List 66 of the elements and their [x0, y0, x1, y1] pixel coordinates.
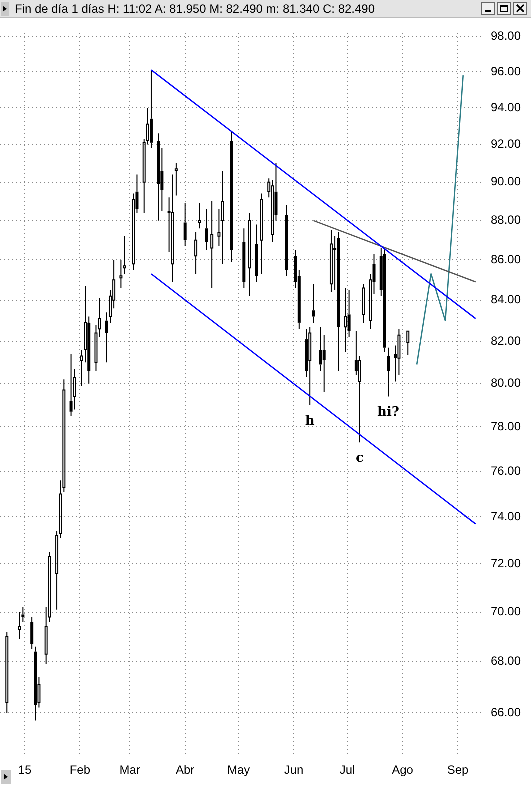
- candlestick: [312, 284, 316, 324]
- candlestick: [34, 646, 38, 722]
- candlestick: [157, 133, 160, 222]
- candlestick: [184, 202, 187, 247]
- candlestick: [260, 193, 264, 275]
- candlestick: [406, 330, 410, 356]
- x-tick-label: 15: [18, 763, 32, 778]
- candlestick: [221, 170, 224, 265]
- candlestick: [123, 236, 126, 275]
- x-tick-label: Abr: [176, 763, 195, 778]
- y-tick-label: 86.00: [490, 252, 522, 266]
- y-tick-label: 84.00: [490, 292, 522, 307]
- y-tick-label: 74.00: [490, 510, 522, 524]
- candlestick: [30, 616, 34, 650]
- y-tick-label: 70.00: [490, 604, 522, 619]
- x-tick-label: Jun: [284, 763, 304, 778]
- annotation: h: [305, 414, 316, 429]
- candlestick: [70, 354, 73, 417]
- y-tick-label: 80.00: [490, 376, 522, 390]
- candlestick: [322, 334, 326, 393]
- candlestick: [218, 208, 221, 247]
- x-tick-label: May: [227, 763, 250, 778]
- candlestick: [171, 174, 174, 283]
- annotation: c: [356, 450, 364, 466]
- candlestick: [330, 230, 333, 293]
- candlestick: [18, 612, 22, 640]
- candlestick: [387, 347, 390, 398]
- candlestick: [348, 290, 351, 338]
- x-tick-label: Feb: [70, 763, 91, 778]
- candlestick: [362, 284, 366, 324]
- candlestick: [205, 208, 208, 251]
- y-tick-label: 94.00: [490, 100, 522, 114]
- candlestick: [255, 224, 258, 283]
- y-tick-label: 96.00: [490, 64, 522, 78]
- candlestick: [94, 324, 98, 372]
- x-tick-label: Ago: [392, 763, 414, 778]
- y-tick-label: 88.00: [490, 213, 522, 228]
- y-tick-label: 78.00: [490, 419, 522, 434]
- x-tick-label: Mar: [120, 763, 140, 778]
- candlestick: [98, 298, 102, 338]
- candlestick: [6, 631, 9, 714]
- annotation: hi?: [378, 405, 400, 420]
- y-tick-label: 82.00: [490, 334, 522, 348]
- y-tick-label: 98.00: [490, 29, 522, 43]
- x-tick-label: Sep: [447, 763, 470, 778]
- candlestick: [248, 212, 252, 297]
- candlestick: [174, 162, 178, 196]
- candlestick: [194, 232, 198, 275]
- candlestick: [337, 232, 340, 372]
- candlestick: [230, 131, 234, 263]
- y-tick-label: 76.00: [490, 464, 522, 478]
- candlestick: [308, 326, 312, 406]
- x-tick-label: Jul: [340, 763, 356, 778]
- y-tick-label: 72.00: [490, 556, 522, 570]
- y-tick-label: 92.00: [490, 137, 522, 152]
- candlestick: [150, 70, 153, 149]
- y-tick-label: 68.00: [490, 654, 522, 668]
- y-tick-label: 66.00: [490, 705, 522, 720]
- candlestick: [344, 288, 348, 353]
- chart-title: Fin de día 1 días H: 11:02 A: 81.950 M: 82.490 m: 81.340 C: 82.490: [15, 2, 376, 16]
- candlestick: [120, 260, 123, 289]
- candlestick: [198, 202, 202, 230]
- candlestick: [210, 200, 214, 289]
- candlestick: [285, 204, 288, 277]
- candlestick: [242, 228, 246, 289]
- y-tick-label: 90.00: [490, 174, 522, 189]
